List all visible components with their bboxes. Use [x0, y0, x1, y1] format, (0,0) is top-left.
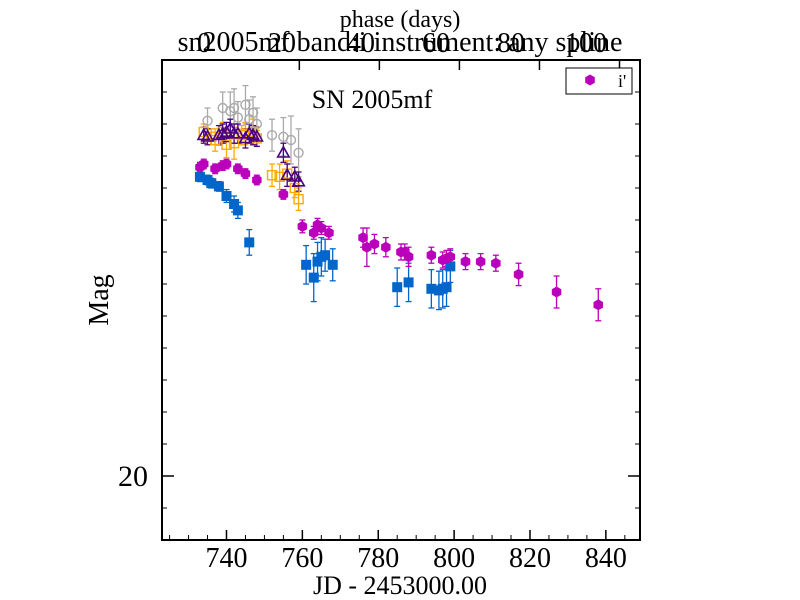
data-point-square	[206, 178, 217, 189]
data-point-hexagon	[233, 163, 243, 175]
data-point-open-circle	[293, 147, 304, 159]
data-point-hexagon	[252, 174, 262, 186]
chart-title: sn2005mf band:i instrument: any spline	[178, 27, 623, 58]
data-point-open-square	[274, 171, 285, 183]
data-point-hexagon	[426, 249, 437, 261]
data-point-hexagon	[445, 251, 456, 263]
y-axis-label: Mag	[84, 274, 115, 325]
data-point-square	[392, 282, 403, 293]
legend: i'	[565, 67, 633, 95]
data-point-open-square	[293, 193, 304, 205]
data-point-open-triangle	[230, 125, 245, 139]
x-tick-label: 800	[433, 543, 475, 574]
x-tick-label: 840	[585, 543, 627, 574]
data-point-square	[244, 237, 255, 248]
data-point-square	[213, 181, 224, 192]
tick-labels: 740 760 780 800 820 840 0 20 40 60 80 100 20	[118, 28, 627, 574]
data-point-open-circle	[202, 115, 213, 127]
data-point-hexagon	[551, 286, 562, 298]
data-point-square	[327, 259, 338, 270]
data-point-open-triangle	[245, 127, 261, 141]
top-tick-label: 20	[268, 28, 296, 59]
x-tick-label: 740	[205, 543, 247, 574]
data-point-hexagon	[221, 158, 232, 170]
top-tick-label: 100	[565, 28, 607, 59]
data-point-open-circle	[240, 99, 251, 111]
data-point-open-circle	[247, 107, 259, 119]
data-point-hexagon	[381, 241, 391, 253]
x-tick-label: 780	[357, 543, 399, 574]
data-point-open-square	[221, 139, 232, 151]
data-point-open-circle	[266, 129, 278, 141]
data-point-square	[320, 250, 331, 261]
data-point-square	[441, 282, 452, 293]
plot-area	[161, 59, 641, 541]
data-point-hexagon	[362, 241, 372, 253]
axis-ticks	[162, 59, 640, 541]
data-point-square	[308, 272, 319, 283]
x-axis-label: JD - 2453000.00	[313, 571, 487, 600]
data-point-open-triangle	[249, 129, 264, 142]
data-point-open-triangle	[242, 125, 257, 139]
top-tick-label: 0	[197, 28, 211, 59]
data-point-square	[229, 199, 240, 209]
data-point-hexagon	[210, 163, 220, 175]
data-point-open-triangle	[276, 145, 291, 158]
data-point-open-square	[266, 169, 278, 181]
data-point-open-circle	[285, 134, 297, 146]
data-point-hexagon	[324, 227, 334, 239]
plot-frame	[161, 59, 641, 541]
data-point-hexagon	[593, 299, 603, 311]
data-point-hexagon	[369, 238, 380, 250]
x-tick-label: 820	[509, 543, 551, 574]
legend-label: i'	[618, 71, 626, 91]
data-point-hexagon	[199, 158, 209, 170]
data-point-hexagon	[513, 268, 524, 280]
data-point-open-circle	[232, 112, 244, 123]
data-point-square	[221, 191, 232, 201]
top-tick-label: 40	[347, 28, 375, 59]
data-point-square	[445, 261, 456, 272]
data-point-open-triangle	[280, 167, 295, 181]
legend-box	[565, 67, 633, 95]
top-tick-label: 80	[497, 28, 525, 59]
data-point-open-triangle	[196, 127, 211, 141]
data-point-square	[301, 259, 312, 270]
data-point-square	[403, 277, 414, 288]
data-point-hexagon	[491, 257, 501, 269]
data-point-hexagon	[278, 188, 289, 200]
data-point-hexagon	[316, 222, 327, 234]
data-point-open-circle	[228, 102, 240, 114]
data-markers	[194, 99, 603, 311]
data-point-square	[194, 171, 205, 182]
data-point-hexagon	[358, 232, 368, 244]
legend-marker-hexagon	[585, 74, 595, 86]
x-tick-label: 760	[281, 543, 323, 574]
data-point-open-triangle	[291, 173, 306, 187]
data-point-hexagon	[460, 256, 471, 268]
data-point-hexagon	[475, 256, 486, 268]
top-tick-label: 60	[422, 28, 450, 59]
data-point-square	[426, 283, 437, 294]
y-tick-label: 20	[118, 460, 148, 493]
data-point-open-triangle	[200, 129, 215, 142]
top-axis-label: phase (days)	[340, 7, 461, 33]
data-point-open-triangle	[219, 124, 234, 137]
data-point-hexagon	[297, 220, 308, 232]
data-point-hexagon	[240, 168, 251, 180]
data-point-open-circle	[251, 118, 263, 130]
inset-label: SN 2005mf	[312, 85, 433, 114]
data-point-hexagon	[403, 251, 414, 263]
data-point-square	[232, 205, 243, 216]
data-point-hexagon	[309, 227, 319, 239]
